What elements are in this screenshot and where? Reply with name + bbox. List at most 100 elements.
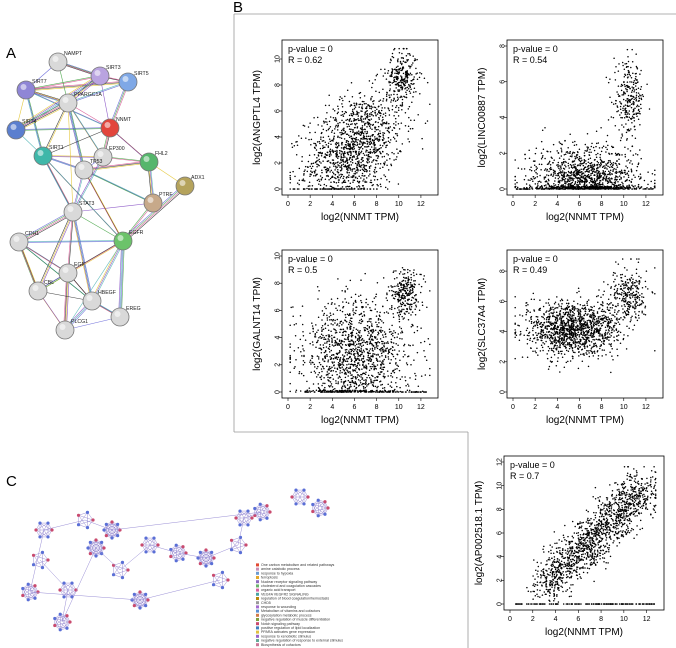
data-point	[583, 182, 586, 184]
data-point	[346, 185, 349, 188]
data-point	[371, 151, 374, 154]
data-point	[629, 150, 632, 152]
data-point	[361, 172, 364, 175]
data-point	[626, 90, 628, 93]
data-point	[589, 162, 591, 165]
data-point	[612, 146, 615, 148]
network-edge	[42, 127, 111, 157]
data-point	[549, 188, 551, 190]
data-point	[378, 147, 381, 150]
data-point	[331, 149, 334, 151]
data-point	[366, 157, 368, 160]
data-point	[376, 358, 378, 361]
data-point	[410, 299, 413, 302]
x-tick-label: 4	[330, 404, 334, 411]
data-point	[429, 367, 431, 370]
data-point	[637, 163, 640, 166]
data-point	[643, 179, 646, 182]
data-point	[574, 188, 577, 190]
data-point	[564, 177, 567, 180]
data-point	[341, 110, 344, 113]
data-point	[604, 165, 606, 167]
data-point	[586, 174, 589, 177]
data-point	[401, 78, 403, 80]
data-point	[429, 103, 431, 105]
data-point	[361, 358, 363, 360]
data-point	[406, 86, 409, 89]
data-point	[325, 184, 328, 187]
data-point	[567, 179, 569, 182]
data-point	[322, 382, 324, 385]
data-point	[337, 142, 340, 144]
data-point	[335, 187, 337, 190]
data-point	[586, 133, 589, 135]
data-point	[362, 159, 364, 162]
data-point	[597, 161, 600, 164]
data-point	[335, 356, 338, 358]
data-point	[577, 188, 579, 190]
data-point	[367, 354, 370, 357]
data-point	[324, 342, 326, 344]
data-point	[600, 185, 603, 188]
data-point	[379, 360, 381, 362]
data-point	[383, 387, 386, 389]
data-point	[341, 97, 343, 99]
data-point	[311, 171, 314, 173]
data-point	[576, 173, 579, 175]
data-point	[348, 114, 351, 117]
data-point	[568, 178, 571, 180]
data-point	[375, 74, 378, 77]
data-point	[332, 172, 335, 175]
data-point	[309, 342, 311, 345]
data-point	[349, 167, 351, 170]
data-point	[635, 72, 637, 75]
data-point	[400, 332, 402, 334]
data-point	[609, 164, 612, 166]
data-point	[367, 334, 369, 337]
data-point	[393, 79, 396, 81]
data-point	[577, 171, 580, 174]
data-point	[366, 141, 369, 143]
data-point	[363, 314, 366, 317]
data-point	[332, 140, 334, 142]
data-point	[624, 108, 626, 110]
data-point	[637, 95, 640, 98]
data-point	[338, 174, 340, 176]
data-point	[369, 173, 371, 175]
data-point	[345, 133, 348, 135]
data-point	[361, 120, 363, 122]
data-point	[355, 343, 358, 346]
data-point	[370, 378, 372, 380]
data-point	[411, 101, 413, 104]
data-point	[368, 122, 371, 125]
data-point	[560, 155, 563, 157]
data-point	[593, 181, 595, 183]
data-point	[632, 103, 635, 106]
data-point	[348, 363, 350, 365]
data-point	[375, 293, 378, 295]
data-point	[309, 173, 311, 175]
data-point	[385, 297, 388, 299]
data-point	[295, 389, 298, 391]
data-point	[311, 322, 313, 324]
network-edge	[72, 202, 154, 213]
data-point	[347, 333, 350, 336]
data-point	[341, 323, 343, 326]
data-point	[360, 110, 362, 112]
data-point	[380, 68, 382, 71]
data-point	[536, 183, 539, 185]
data-point	[610, 101, 613, 104]
data-point	[593, 168, 596, 171]
data-point	[340, 134, 342, 136]
data-point	[370, 342, 373, 345]
data-point	[344, 376, 347, 379]
data-point	[325, 334, 327, 337]
data-point	[340, 166, 343, 168]
network-node-highlight	[78, 164, 85, 170]
data-point	[619, 101, 621, 103]
data-point	[625, 62, 628, 65]
data-point	[311, 325, 314, 327]
data-point	[354, 171, 357, 173]
data-point	[368, 350, 371, 352]
